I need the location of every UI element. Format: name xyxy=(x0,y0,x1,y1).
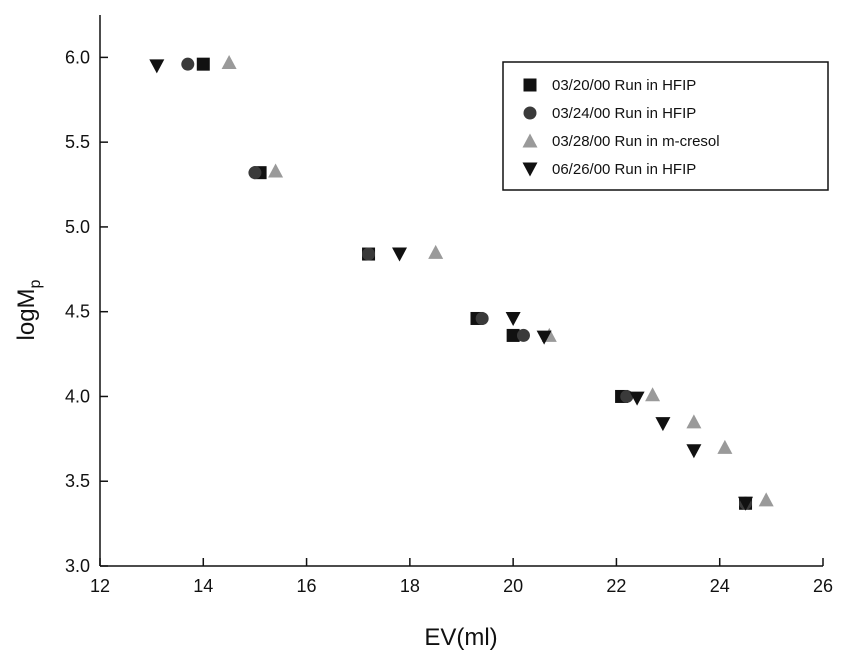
marker-triangle-down xyxy=(686,444,702,459)
y-axis-title-main: logM xyxy=(13,288,40,340)
y-axis-title: logMp xyxy=(13,279,44,340)
x-tick-label: 12 xyxy=(90,576,110,596)
x-tick-label: 22 xyxy=(606,576,626,596)
legend-label: 03/20/00 Run in HFIP xyxy=(552,77,696,94)
y-tick-label: 6.0 xyxy=(65,47,90,67)
x-tick-label: 18 xyxy=(400,576,420,596)
x-tick-label: 20 xyxy=(503,576,523,596)
marker-triangle-down xyxy=(149,59,165,74)
marker-triangle-up xyxy=(428,244,444,259)
marker-triangle-up xyxy=(522,133,538,148)
marker-triangle-down xyxy=(738,496,754,511)
marker-circle xyxy=(248,166,262,180)
x-axis-title: EV(ml) xyxy=(424,624,497,651)
x-tick-label: 14 xyxy=(193,576,213,596)
y-tick-label: 3.0 xyxy=(65,556,90,576)
marker-triangle-down xyxy=(522,162,538,177)
y-tick-label: 5.5 xyxy=(65,132,90,152)
marker-square xyxy=(196,57,210,71)
marker-triangle-down xyxy=(392,247,408,262)
x-tick-label: 26 xyxy=(813,576,833,596)
marker-triangle-up xyxy=(717,439,733,454)
x-tick-label: 16 xyxy=(297,576,317,596)
marker-circle xyxy=(523,106,537,120)
legend-box xyxy=(502,61,829,191)
y-tick-label: 3.5 xyxy=(65,471,90,491)
marker-triangle-down xyxy=(536,330,552,345)
marker-circle xyxy=(516,328,530,342)
marker-circle xyxy=(620,389,634,403)
marker-triangle-up xyxy=(268,163,284,178)
marker-triangle-up xyxy=(221,54,237,69)
y-tick-label: 5.0 xyxy=(65,217,90,237)
legend-label: 03/28/00 Run in m-cresol xyxy=(552,133,720,150)
marker-circle xyxy=(475,311,489,325)
marker-triangle-down xyxy=(629,391,645,406)
x-tick-label: 24 xyxy=(710,576,730,596)
y-tick-label: 4.5 xyxy=(65,302,90,322)
y-tick-label: 4.0 xyxy=(65,386,90,406)
marker-triangle-up xyxy=(758,492,774,507)
marker-triangle-up xyxy=(686,414,702,429)
marker-square xyxy=(506,328,520,342)
marker-square xyxy=(523,78,537,92)
legend-label: 06/26/00 Run in HFIP xyxy=(552,161,696,178)
marker-circle xyxy=(181,57,195,71)
marker-triangle-up xyxy=(645,387,661,402)
y-axis-title-subscript: p xyxy=(27,279,44,288)
marker-triangle-down xyxy=(655,417,671,432)
marker-circle xyxy=(362,247,376,261)
legend-label: 03/24/00 Run in HFIP xyxy=(552,105,696,122)
marker-triangle-down xyxy=(505,311,521,326)
